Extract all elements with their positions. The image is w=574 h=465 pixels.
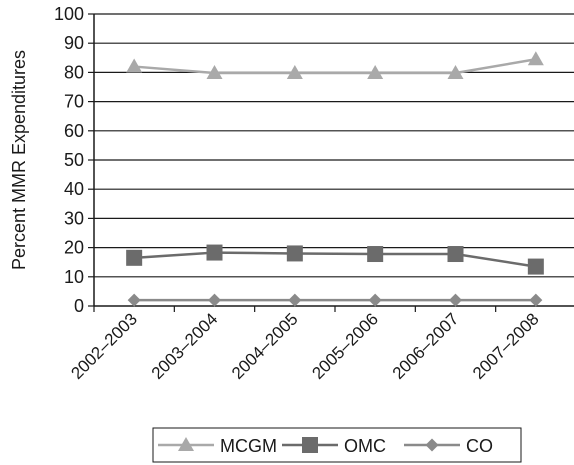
- legend-item-omc: OMC: [282, 436, 386, 456]
- point-omc: [126, 249, 143, 266]
- x-tick-label: 2002–2003: [67, 309, 141, 383]
- legend-label-co: CO: [466, 436, 493, 456]
- point-co: [127, 293, 141, 307]
- point-co: [449, 293, 462, 307]
- point-mcgm: [527, 51, 544, 66]
- point-mcgm: [206, 64, 223, 79]
- x-tick-labels: 2002–2003 2003–2004 2004–2005 2005–2006 2006…: [67, 309, 542, 383]
- x-tick-label: 2007–2008: [469, 309, 543, 383]
- y-tick-label: 70: [64, 92, 84, 112]
- legend-label-mcgm: MCGM: [220, 436, 277, 456]
- legend-item-co: CO: [404, 436, 493, 456]
- point-omc: [206, 244, 223, 261]
- y-tick-label: 0: [74, 296, 84, 316]
- legend-label-omc: OMC: [344, 436, 386, 456]
- axes: [93, 14, 574, 312]
- point-co: [208, 293, 221, 307]
- y-tick-label: 60: [64, 121, 84, 141]
- y-axis-label: Percent MMR Expenditures: [9, 50, 29, 270]
- series-mcgm: [126, 51, 544, 79]
- point-mcgm: [126, 58, 143, 73]
- y-tick-label: 80: [64, 62, 84, 82]
- y-tick-label: 50: [64, 150, 84, 170]
- series-line-omc: [134, 251, 537, 268]
- y-tick-label: 10: [64, 267, 84, 287]
- y-tick-label: 90: [64, 33, 84, 53]
- x-tick-label: 2003–2004: [148, 309, 222, 383]
- legend-marker-mcgm: [178, 437, 194, 451]
- y-tick-label: 30: [64, 208, 84, 228]
- legend-item-mcgm: MCGM: [158, 436, 277, 456]
- point-co: [368, 293, 382, 307]
- point-omc: [447, 246, 464, 263]
- point-mcgm: [286, 64, 303, 79]
- y-tick-label: 20: [64, 238, 84, 258]
- series: [126, 51, 544, 307]
- y-tick-labels: 0 10 20 30 40 50 60 70 80 90 100: [54, 4, 84, 316]
- point-mcgm: [447, 64, 464, 79]
- point-co: [288, 293, 302, 307]
- grid-lines: [88, 13, 574, 307]
- point-omc: [286, 245, 303, 262]
- series-omc: [126, 244, 544, 275]
- series-line-mcgm: [134, 58, 537, 75]
- point-omc: [367, 246, 384, 263]
- x-tick-label: 2006–2007: [389, 309, 463, 383]
- legend-marker-co: [425, 438, 439, 452]
- x-tick-label: 2004–2005: [228, 309, 302, 383]
- series-co: [127, 293, 543, 307]
- legend-marker-omc: [302, 437, 318, 453]
- y-tick-label: 100: [54, 4, 84, 24]
- point-co: [529, 293, 543, 307]
- y-tick-label: 40: [64, 179, 84, 199]
- point-mcgm: [367, 64, 384, 79]
- point-omc: [527, 258, 544, 275]
- x-tick-label: 2005–2006: [308, 309, 382, 383]
- legend: MCGM OMC CO: [152, 427, 522, 463]
